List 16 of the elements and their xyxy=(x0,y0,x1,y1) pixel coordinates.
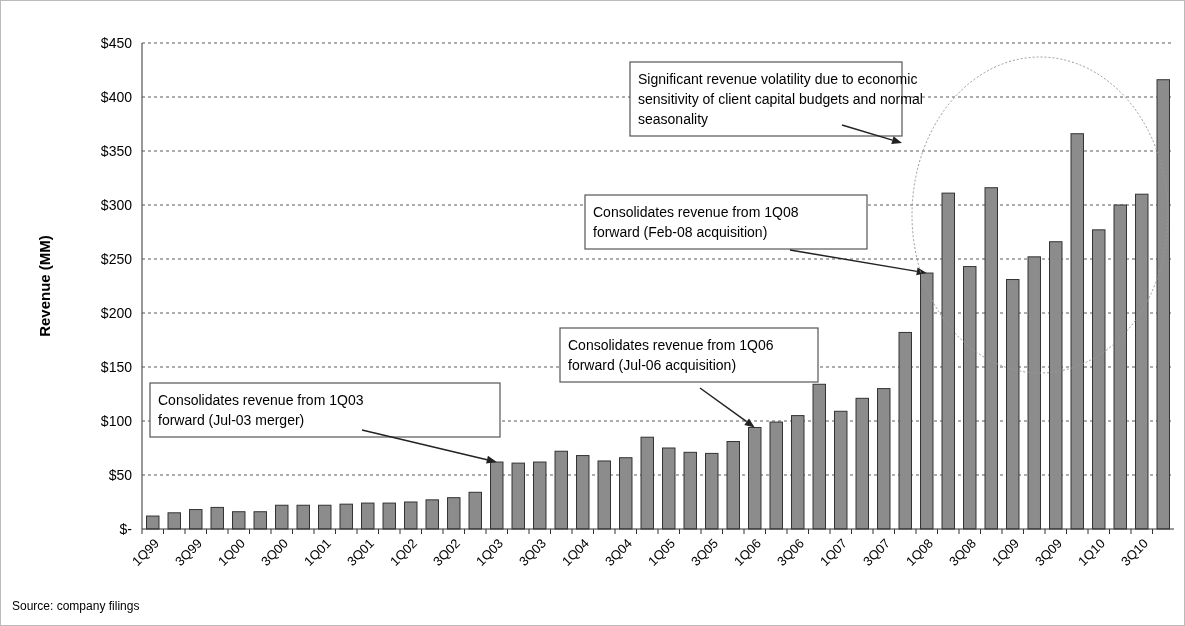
y-tick-label: $400 xyxy=(100,88,133,105)
annotation: Consolidates revenue from 1Q06 forward (Jul-06 acquisition) xyxy=(568,337,774,373)
annotation: Consolidates revenue from 1Q03 forward (Jul-03 merger) xyxy=(158,392,364,428)
y-tick-label: $450 xyxy=(100,34,133,51)
annotation: Significant revenue volatility due to economic sensitivity of client capital budgets and normal seasonality xyxy=(638,71,923,127)
y-tick-label: $150 xyxy=(100,358,133,375)
y-tick-label: $250 xyxy=(100,250,133,267)
annotation: Consolidates revenue from 1Q08 forward (Feb-08 acquisition) xyxy=(593,204,799,240)
y-tick-label: $50 xyxy=(108,466,133,483)
y-tick-label: $- xyxy=(119,520,133,537)
y-axis-title: Revenue (MM) xyxy=(36,235,53,337)
y-tick-label: $300 xyxy=(100,196,133,213)
y-tick-label: $350 xyxy=(100,142,133,159)
source-note: Source: company filings xyxy=(12,599,140,613)
y-tick-label: $200 xyxy=(100,304,133,321)
y-tick-label: $100 xyxy=(100,412,133,429)
